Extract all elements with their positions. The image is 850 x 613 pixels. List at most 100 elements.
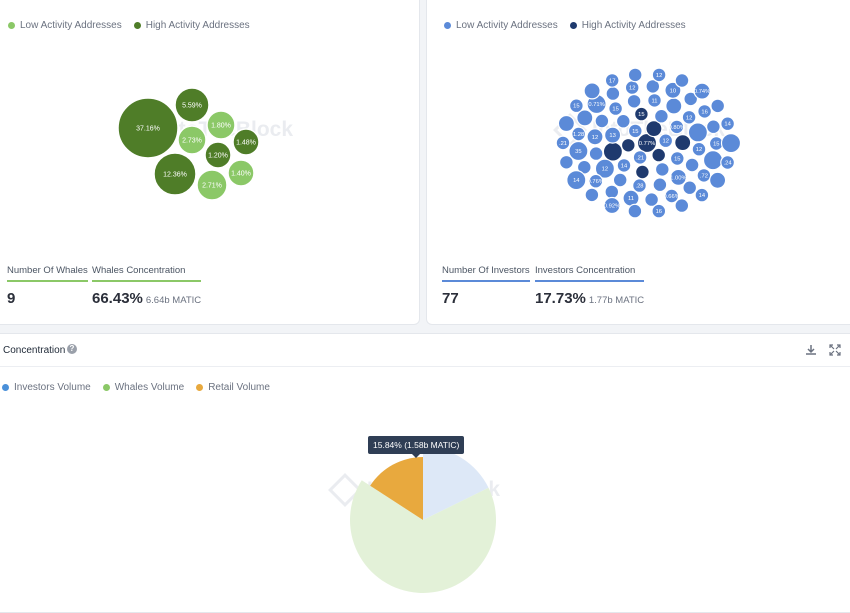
investor-bubble[interactable] xyxy=(684,157,700,173)
investor-bubble[interactable] xyxy=(594,113,610,129)
legend-investors-volume[interactable]: Investors Volume xyxy=(2,382,91,393)
whale-bubble[interactable]: 1.80% xyxy=(206,110,236,140)
investor-bubble[interactable] xyxy=(651,147,667,163)
investor-bubble[interactable]: 12 xyxy=(691,141,707,157)
investor-bubble[interactable]: 1.28 xyxy=(571,126,587,142)
legend-high-activity[interactable]: High Activity Addresses xyxy=(569,20,686,31)
investor-bubble[interactable] xyxy=(615,113,631,129)
investor-bubble[interactable] xyxy=(645,120,663,138)
investor-bubble[interactable] xyxy=(612,172,628,188)
investor-bubble[interactable] xyxy=(584,187,600,203)
investor-bubble[interactable]: 15 xyxy=(627,123,643,139)
investor-bubble[interactable]: 12 xyxy=(594,158,615,179)
investor-bubble[interactable]: 0.74% xyxy=(693,82,711,100)
investor-bubble[interactable]: 11 xyxy=(622,189,640,207)
investor-bubble[interactable]: 15 xyxy=(708,136,724,151)
investor-bubble[interactable]: 10 xyxy=(664,81,682,99)
whale-bubble-label: 12.36% xyxy=(163,172,187,179)
legend-retail-volume[interactable]: Retail Volume xyxy=(196,382,270,393)
investor-bubble[interactable] xyxy=(605,86,621,101)
investor-bubble[interactable] xyxy=(674,73,690,88)
whale-bubble[interactable]: 1.48% xyxy=(232,128,260,156)
investor-bubble[interactable] xyxy=(634,164,650,180)
investor-bubble[interactable] xyxy=(627,67,643,83)
legend-low-activity[interactable]: Low Activity Addresses xyxy=(8,20,122,31)
investor-bubble[interactable] xyxy=(687,122,708,143)
investor-bubble[interactable]: 13 xyxy=(604,126,622,144)
investor-bubble[interactable] xyxy=(652,177,668,193)
investor-bubble[interactable]: .21 xyxy=(555,135,571,151)
investor-bubble[interactable] xyxy=(702,150,724,171)
investor-bubble[interactable]: 12 xyxy=(624,80,640,95)
investor-bubble[interactable] xyxy=(645,78,661,94)
investor-bubble[interactable]: .28 xyxy=(632,178,647,194)
investor-bubble[interactable] xyxy=(576,109,594,127)
investor-bubble[interactable]: 35 xyxy=(568,140,589,162)
investor-bubble[interactable] xyxy=(604,184,620,200)
investor-bubble[interactable] xyxy=(583,82,601,100)
investor-bubble[interactable] xyxy=(709,171,727,189)
investor-bubble[interactable]: 0.80% xyxy=(669,119,685,135)
investor-bubble[interactable]: 15 xyxy=(608,101,624,116)
whale-bubble[interactable]: 1.20% xyxy=(204,141,232,169)
investor-bubble[interactable]: .72 xyxy=(696,167,712,183)
investor-bubble[interactable]: 0.76% xyxy=(588,173,604,189)
pie-slice-whales-volume[interactable] xyxy=(350,480,497,593)
investor-bubble[interactable]: 0.92% xyxy=(603,196,621,215)
investor-bubble[interactable]: 11 xyxy=(647,92,662,108)
pie-tooltip: 15.84% (1.58b MATIC) xyxy=(368,436,465,458)
whale-bubble[interactable]: 5.59% xyxy=(174,87,210,123)
investor-bubble[interactable]: 15 xyxy=(568,98,584,114)
investor-bubble[interactable] xyxy=(626,93,642,109)
help-icon[interactable]: ? xyxy=(67,344,77,354)
legend-low-activity[interactable]: Low Activity Addresses xyxy=(444,20,558,31)
investor-bubble[interactable]: 14 xyxy=(616,157,632,173)
investor-bubble[interactable]: 15 xyxy=(669,151,685,166)
investor-bubble[interactable]: 14 xyxy=(694,187,710,203)
concentration-legend: Investors Volume Whales Volume Retail Vo… xyxy=(2,382,282,393)
investor-bubble[interactable] xyxy=(588,146,604,162)
investor-bubble[interactable] xyxy=(682,180,698,196)
investor-bubble[interactable]: 12 xyxy=(658,133,674,149)
investor-bubble[interactable] xyxy=(665,97,683,115)
legend-whales-volume[interactable]: Whales Volume xyxy=(102,382,184,393)
whale-bubble[interactable]: 1.40% xyxy=(227,159,255,187)
pie-slice-investors-volume[interactable] xyxy=(423,447,489,520)
investor-bubble[interactable] xyxy=(653,108,669,124)
investor-bubble[interactable] xyxy=(710,98,726,114)
investor-bubble[interactable] xyxy=(706,119,721,135)
investor-bubble[interactable] xyxy=(620,137,636,153)
investor-bubble[interactable]: 15 xyxy=(633,106,649,122)
whale-bubble-label: 2.71% xyxy=(202,183,222,190)
whale-bubble[interactable]: 37.16% xyxy=(117,97,179,159)
investor-bubble[interactable]: 12 xyxy=(586,128,604,146)
expand-icon[interactable] xyxy=(829,344,841,356)
investor-bubble[interactable] xyxy=(720,133,742,154)
whale-bubble[interactable]: 12.36% xyxy=(153,152,197,196)
investor-bubble[interactable]: 14 xyxy=(566,170,587,191)
investor-bubble[interactable] xyxy=(602,141,623,162)
investor-bubble[interactable]: .21 xyxy=(632,149,648,165)
investor-bubble[interactable]: 16 xyxy=(697,103,713,119)
investor-bubble[interactable] xyxy=(674,198,690,214)
investor-bubble[interactable]: 12 xyxy=(651,67,667,83)
investor-bubble[interactable] xyxy=(557,114,575,133)
investor-bubble[interactable]: 16 xyxy=(651,203,667,219)
investor-bubble[interactable] xyxy=(654,161,670,177)
investor-bubble[interactable] xyxy=(683,91,699,107)
investor-bubble[interactable]: 17 xyxy=(604,72,620,88)
investor-bubble[interactable] xyxy=(644,192,660,208)
investor-bubble[interactable]: 12 xyxy=(681,109,697,125)
investor-bubble[interactable]: 0.66% xyxy=(663,188,680,204)
investor-bubble[interactable]: 1.00% xyxy=(669,168,687,186)
investor-bubble[interactable] xyxy=(674,134,692,152)
whale-bubble[interactable]: 2.73% xyxy=(177,125,207,155)
download-icon[interactable] xyxy=(805,344,817,356)
investor-bubble[interactable] xyxy=(558,154,574,170)
pie-slice-retail-volume[interactable] xyxy=(370,457,423,520)
whale-bubble[interactable]: 2.71% xyxy=(196,169,228,201)
legend-high-activity[interactable]: High Activity Addresses xyxy=(133,20,250,31)
investor-bubble[interactable]: 14 xyxy=(720,116,736,132)
investor-bubble[interactable]: .24 xyxy=(720,155,736,170)
investor-bubble[interactable] xyxy=(627,203,643,219)
